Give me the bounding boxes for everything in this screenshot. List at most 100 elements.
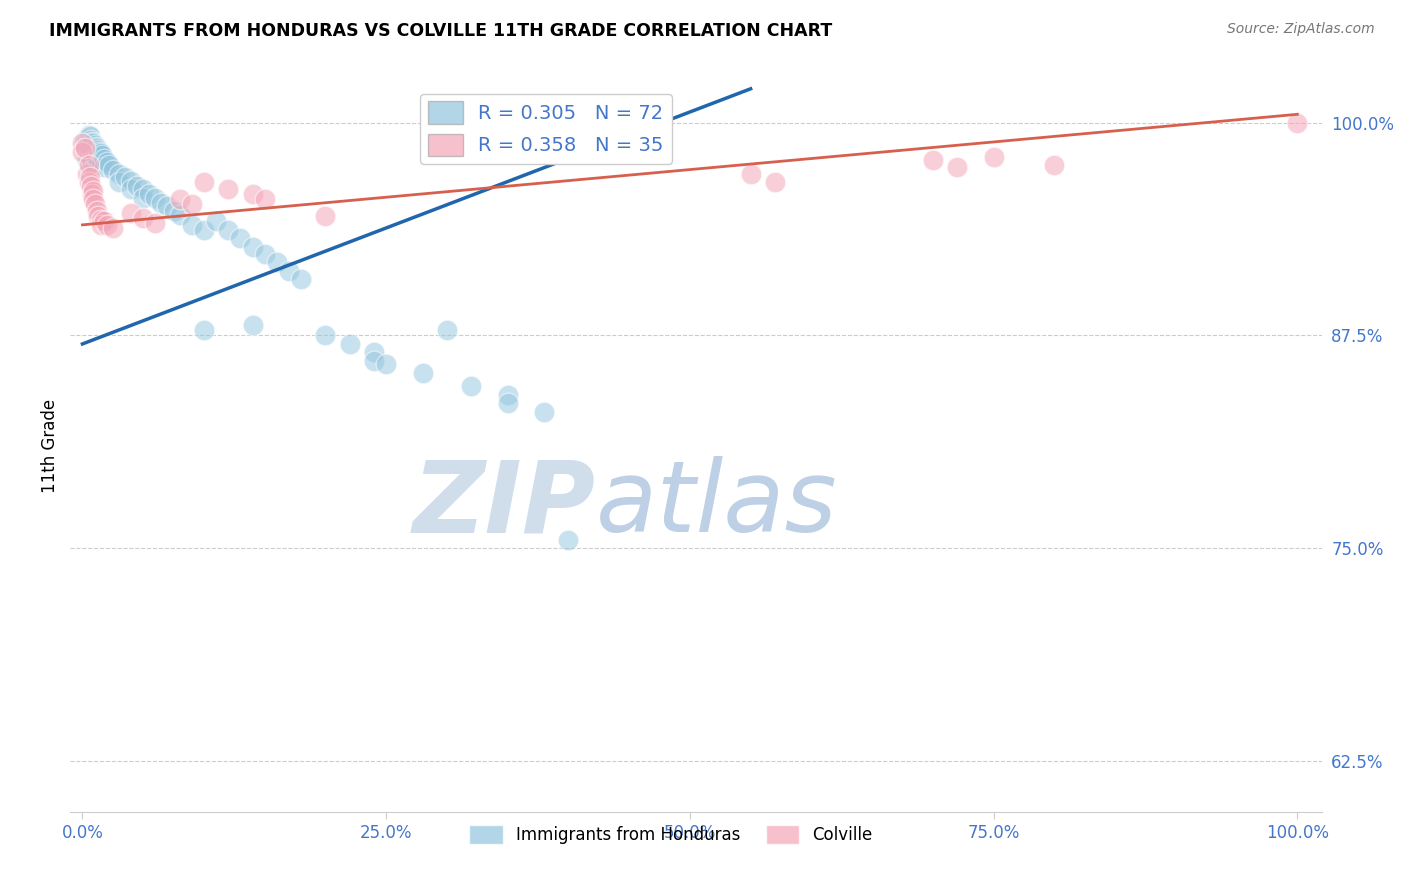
Point bbox=[87, 153, 110, 168]
Point bbox=[86, 204, 108, 219]
Point bbox=[72, 145, 94, 159]
Point bbox=[496, 388, 519, 402]
Point bbox=[375, 357, 398, 371]
Point bbox=[89, 145, 111, 159]
Point bbox=[314, 210, 336, 224]
Point bbox=[193, 223, 215, 237]
Point bbox=[93, 152, 115, 166]
Point bbox=[363, 345, 385, 359]
Point bbox=[763, 175, 786, 189]
Point bbox=[533, 405, 555, 419]
Point bbox=[87, 143, 110, 157]
Point bbox=[93, 160, 115, 174]
Text: Source: ZipAtlas.com: Source: ZipAtlas.com bbox=[1227, 22, 1375, 37]
Point bbox=[79, 139, 101, 153]
Point bbox=[82, 146, 104, 161]
Point bbox=[90, 156, 112, 170]
Text: ZIP: ZIP bbox=[413, 456, 596, 553]
Legend: Immigrants from Honduras, Colville: Immigrants from Honduras, Colville bbox=[463, 818, 879, 851]
Point bbox=[79, 129, 101, 144]
Text: IMMIGRANTS FROM HONDURAS VS COLVILLE 11TH GRADE CORRELATION CHART: IMMIGRANTS FROM HONDURAS VS COLVILLE 11T… bbox=[49, 22, 832, 40]
Point bbox=[205, 214, 228, 228]
Point bbox=[169, 208, 191, 222]
Point bbox=[79, 170, 101, 185]
Point bbox=[72, 136, 94, 151]
Point bbox=[253, 192, 276, 206]
Point bbox=[82, 135, 104, 149]
Point bbox=[143, 216, 166, 230]
Point bbox=[921, 153, 943, 168]
Point bbox=[83, 148, 105, 162]
Point bbox=[169, 192, 191, 206]
Point bbox=[314, 328, 336, 343]
Point bbox=[87, 210, 110, 224]
Point bbox=[132, 191, 155, 205]
Point bbox=[83, 137, 105, 152]
Point bbox=[132, 182, 155, 196]
Text: atlas: atlas bbox=[596, 456, 838, 553]
Point bbox=[82, 136, 104, 151]
Point bbox=[86, 141, 108, 155]
Point bbox=[84, 139, 107, 153]
Point bbox=[120, 206, 142, 220]
Point bbox=[80, 178, 103, 193]
Point bbox=[496, 396, 519, 410]
Point bbox=[80, 143, 103, 157]
Point bbox=[229, 231, 252, 245]
Point bbox=[90, 212, 112, 227]
Point bbox=[114, 170, 136, 185]
Point bbox=[217, 182, 239, 196]
Point bbox=[217, 223, 239, 237]
Point bbox=[120, 174, 142, 188]
Point bbox=[253, 247, 276, 261]
Point bbox=[90, 148, 112, 162]
Point bbox=[983, 150, 1005, 164]
Point bbox=[132, 211, 155, 225]
Point bbox=[86, 152, 108, 166]
Point bbox=[82, 184, 104, 198]
Point bbox=[242, 240, 264, 254]
Point bbox=[77, 175, 100, 189]
Point bbox=[73, 141, 96, 155]
Point bbox=[557, 533, 579, 547]
Point bbox=[193, 175, 215, 189]
Point bbox=[460, 379, 482, 393]
Point bbox=[96, 155, 118, 169]
Point bbox=[162, 204, 184, 219]
Y-axis label: 11th Grade: 11th Grade bbox=[41, 399, 59, 493]
Point bbox=[96, 218, 118, 232]
Point bbox=[77, 146, 100, 161]
Point bbox=[339, 337, 361, 351]
Point bbox=[82, 155, 104, 169]
Point bbox=[278, 264, 301, 278]
Point bbox=[180, 197, 202, 211]
Point bbox=[120, 182, 142, 196]
Point bbox=[242, 318, 264, 333]
Point bbox=[127, 178, 149, 193]
Point bbox=[76, 153, 98, 168]
Point bbox=[77, 136, 100, 151]
Point bbox=[76, 133, 98, 147]
Point bbox=[84, 150, 107, 164]
Point bbox=[193, 323, 215, 337]
Point bbox=[412, 366, 434, 380]
Point bbox=[108, 167, 131, 181]
Point bbox=[73, 141, 96, 155]
Point bbox=[363, 354, 385, 368]
Point bbox=[77, 158, 100, 172]
Point bbox=[1286, 116, 1309, 130]
Point bbox=[73, 133, 96, 147]
Point bbox=[77, 128, 100, 142]
Point bbox=[83, 158, 105, 172]
Point bbox=[80, 153, 103, 168]
Point bbox=[82, 192, 104, 206]
Point bbox=[290, 272, 312, 286]
Point bbox=[101, 221, 124, 235]
Point bbox=[138, 187, 160, 202]
Point bbox=[143, 191, 166, 205]
Point bbox=[83, 197, 105, 211]
Point bbox=[93, 214, 115, 228]
Point bbox=[1043, 158, 1066, 172]
Point bbox=[101, 163, 124, 178]
Point bbox=[242, 187, 264, 202]
